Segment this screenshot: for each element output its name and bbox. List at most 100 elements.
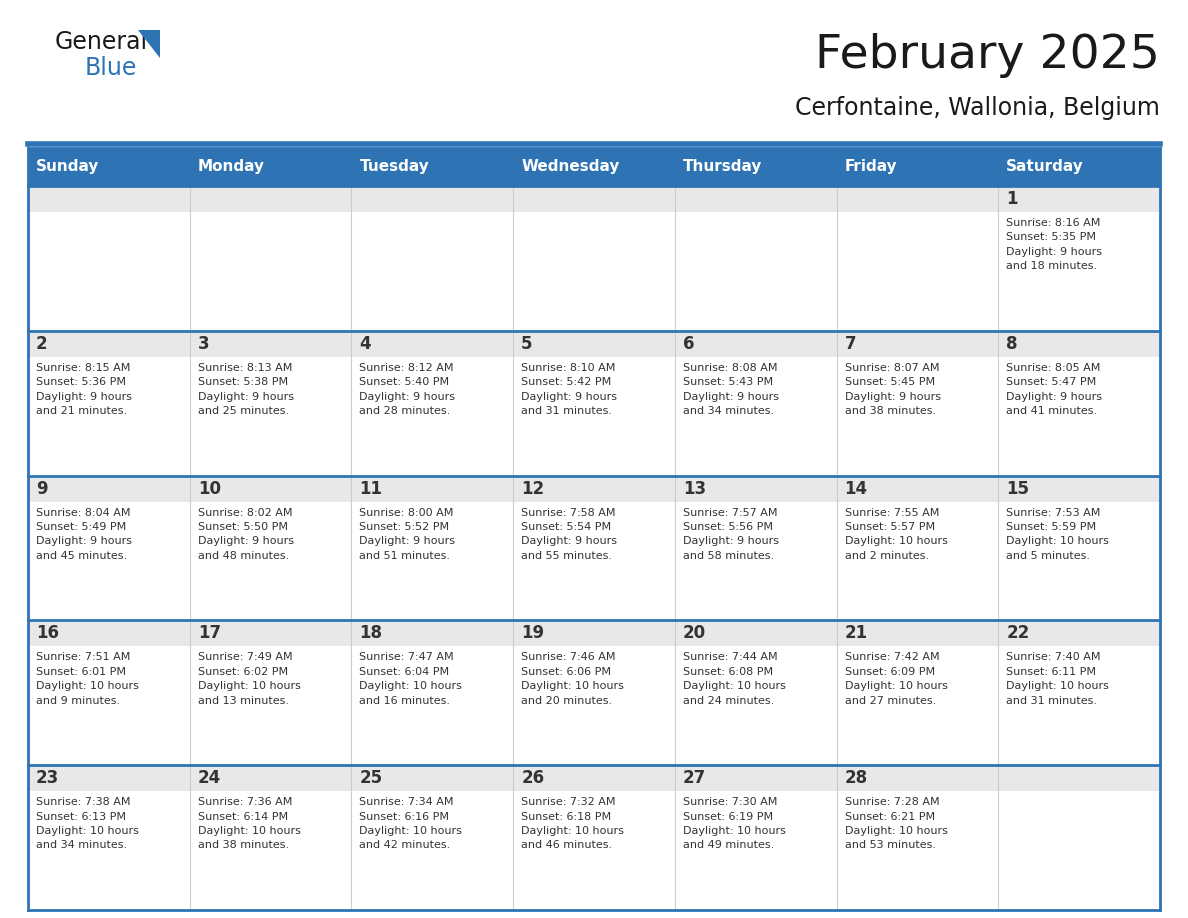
Bar: [513, 476, 675, 501]
Text: 7: 7: [845, 335, 857, 353]
Text: 2: 2: [36, 335, 48, 353]
Bar: [29, 766, 190, 910]
Text: Sunrise: 7:34 AM
Sunset: 6:16 PM
Daylight: 10 hours
and 42 minutes.: Sunrise: 7:34 AM Sunset: 6:16 PM Dayligh…: [360, 797, 462, 850]
Bar: [29, 330, 190, 476]
Bar: [675, 330, 836, 357]
Bar: [513, 621, 675, 646]
Bar: [836, 621, 998, 646]
Bar: [513, 148, 675, 186]
Text: 28: 28: [845, 769, 867, 788]
Text: Sunrise: 8:00 AM
Sunset: 5:52 PM
Daylight: 9 hours
and 51 minutes.: Sunrise: 8:00 AM Sunset: 5:52 PM Dayligh…: [360, 508, 455, 561]
Text: Sunrise: 8:02 AM
Sunset: 5:50 PM
Daylight: 9 hours
and 48 minutes.: Sunrise: 8:02 AM Sunset: 5:50 PM Dayligh…: [197, 508, 293, 561]
Text: Saturday: Saturday: [1006, 160, 1083, 174]
Bar: [675, 186, 836, 330]
Text: Sunrise: 7:38 AM
Sunset: 6:13 PM
Daylight: 10 hours
and 34 minutes.: Sunrise: 7:38 AM Sunset: 6:13 PM Dayligh…: [36, 797, 139, 850]
Text: Sunrise: 8:15 AM
Sunset: 5:36 PM
Daylight: 9 hours
and 21 minutes.: Sunrise: 8:15 AM Sunset: 5:36 PM Dayligh…: [36, 363, 132, 416]
Bar: [352, 476, 513, 621]
Text: Sunrise: 7:58 AM
Sunset: 5:54 PM
Daylight: 9 hours
and 55 minutes.: Sunrise: 7:58 AM Sunset: 5:54 PM Dayligh…: [522, 508, 617, 561]
Bar: [513, 476, 675, 621]
Bar: [190, 476, 352, 621]
Text: Friday: Friday: [845, 160, 897, 174]
Text: Sunrise: 8:04 AM
Sunset: 5:49 PM
Daylight: 9 hours
and 45 minutes.: Sunrise: 8:04 AM Sunset: 5:49 PM Dayligh…: [36, 508, 132, 561]
Bar: [998, 766, 1159, 791]
Text: Sunrise: 7:49 AM
Sunset: 6:02 PM
Daylight: 10 hours
and 13 minutes.: Sunrise: 7:49 AM Sunset: 6:02 PM Dayligh…: [197, 653, 301, 706]
Bar: [675, 766, 836, 791]
Text: 24: 24: [197, 769, 221, 788]
Bar: [998, 330, 1159, 357]
Text: Sunrise: 7:47 AM
Sunset: 6:04 PM
Daylight: 10 hours
and 16 minutes.: Sunrise: 7:47 AM Sunset: 6:04 PM Dayligh…: [360, 653, 462, 706]
Bar: [352, 621, 513, 646]
Bar: [352, 621, 513, 766]
Bar: [352, 330, 513, 476]
Text: 17: 17: [197, 624, 221, 643]
Bar: [675, 186, 836, 212]
Bar: [190, 148, 352, 186]
Text: 14: 14: [845, 479, 867, 498]
Bar: [836, 766, 998, 791]
Text: 4: 4: [360, 335, 371, 353]
Text: Sunrise: 7:40 AM
Sunset: 6:11 PM
Daylight: 10 hours
and 31 minutes.: Sunrise: 7:40 AM Sunset: 6:11 PM Dayligh…: [1006, 653, 1110, 706]
Text: 15: 15: [1006, 479, 1029, 498]
Text: 19: 19: [522, 624, 544, 643]
Text: Sunrise: 7:57 AM
Sunset: 5:56 PM
Daylight: 9 hours
and 58 minutes.: Sunrise: 7:57 AM Sunset: 5:56 PM Dayligh…: [683, 508, 779, 561]
Bar: [29, 186, 190, 330]
Text: 6: 6: [683, 335, 694, 353]
Bar: [998, 186, 1159, 330]
Bar: [513, 766, 675, 910]
Bar: [836, 148, 998, 186]
Bar: [29, 476, 190, 621]
Bar: [190, 186, 352, 330]
Text: Sunday: Sunday: [36, 160, 100, 174]
Text: Sunrise: 7:30 AM
Sunset: 6:19 PM
Daylight: 10 hours
and 49 minutes.: Sunrise: 7:30 AM Sunset: 6:19 PM Dayligh…: [683, 797, 785, 850]
Bar: [998, 621, 1159, 766]
Text: Wednesday: Wednesday: [522, 160, 619, 174]
Bar: [675, 476, 836, 621]
Text: 26: 26: [522, 769, 544, 788]
Text: 1: 1: [1006, 190, 1018, 208]
Polygon shape: [138, 30, 160, 58]
Text: 8: 8: [1006, 335, 1018, 353]
Text: Sunrise: 7:51 AM
Sunset: 6:01 PM
Daylight: 10 hours
and 9 minutes.: Sunrise: 7:51 AM Sunset: 6:01 PM Dayligh…: [36, 653, 139, 706]
Text: Sunrise: 8:08 AM
Sunset: 5:43 PM
Daylight: 9 hours
and 34 minutes.: Sunrise: 8:08 AM Sunset: 5:43 PM Dayligh…: [683, 363, 779, 416]
Text: Sunrise: 7:42 AM
Sunset: 6:09 PM
Daylight: 10 hours
and 27 minutes.: Sunrise: 7:42 AM Sunset: 6:09 PM Dayligh…: [845, 653, 948, 706]
Bar: [675, 621, 836, 766]
Bar: [190, 476, 352, 501]
Text: 13: 13: [683, 479, 706, 498]
Bar: [998, 621, 1159, 646]
Text: 11: 11: [360, 479, 383, 498]
Text: Sunrise: 8:10 AM
Sunset: 5:42 PM
Daylight: 9 hours
and 31 minutes.: Sunrise: 8:10 AM Sunset: 5:42 PM Dayligh…: [522, 363, 617, 416]
Bar: [513, 186, 675, 212]
Text: Sunrise: 8:07 AM
Sunset: 5:45 PM
Daylight: 9 hours
and 38 minutes.: Sunrise: 8:07 AM Sunset: 5:45 PM Dayligh…: [845, 363, 941, 416]
Bar: [836, 330, 998, 357]
Text: General: General: [55, 30, 148, 54]
Text: 9: 9: [36, 479, 48, 498]
Bar: [513, 186, 675, 330]
Text: Monday: Monday: [197, 160, 265, 174]
Bar: [836, 186, 998, 330]
Bar: [352, 766, 513, 910]
Bar: [998, 766, 1159, 910]
Bar: [190, 766, 352, 910]
Text: Blue: Blue: [86, 56, 138, 80]
Text: 22: 22: [1006, 624, 1030, 643]
Bar: [513, 766, 675, 791]
Text: 20: 20: [683, 624, 706, 643]
Text: Sunrise: 7:28 AM
Sunset: 6:21 PM
Daylight: 10 hours
and 53 minutes.: Sunrise: 7:28 AM Sunset: 6:21 PM Dayligh…: [845, 797, 948, 850]
Bar: [29, 621, 190, 646]
Text: 5: 5: [522, 335, 532, 353]
Bar: [998, 148, 1159, 186]
Bar: [352, 186, 513, 212]
Text: 18: 18: [360, 624, 383, 643]
Text: Sunrise: 8:16 AM
Sunset: 5:35 PM
Daylight: 9 hours
and 18 minutes.: Sunrise: 8:16 AM Sunset: 5:35 PM Dayligh…: [1006, 218, 1102, 271]
Bar: [998, 476, 1159, 621]
Text: Sunrise: 7:44 AM
Sunset: 6:08 PM
Daylight: 10 hours
and 24 minutes.: Sunrise: 7:44 AM Sunset: 6:08 PM Dayligh…: [683, 653, 785, 706]
Bar: [190, 621, 352, 766]
Text: 16: 16: [36, 624, 59, 643]
Bar: [190, 186, 352, 212]
Text: 21: 21: [845, 624, 867, 643]
Bar: [513, 330, 675, 476]
Bar: [998, 186, 1159, 212]
Bar: [836, 186, 998, 212]
Bar: [190, 766, 352, 791]
Bar: [675, 621, 836, 646]
